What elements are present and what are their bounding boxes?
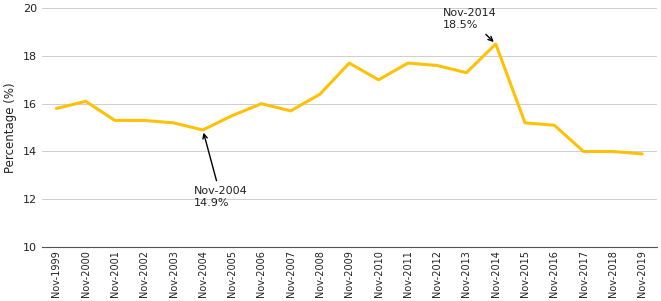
Text: Nov-2014
18.5%: Nov-2014 18.5% (443, 8, 497, 41)
Y-axis label: Percentage (%): Percentage (%) (4, 82, 17, 173)
Text: Nov-2004
14.9%: Nov-2004 14.9% (194, 134, 248, 208)
